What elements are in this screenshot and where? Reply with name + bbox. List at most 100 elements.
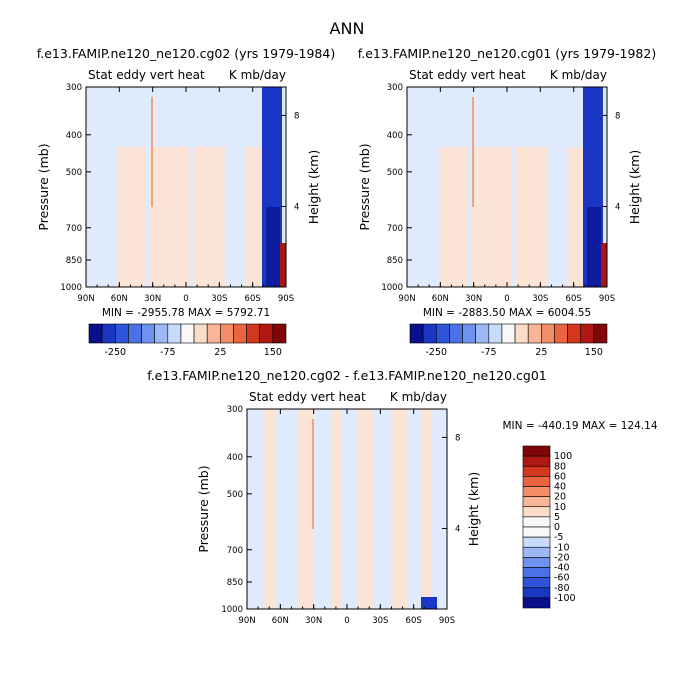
panel-cg01: f.e13.FAMIP.ne120_ne120.cg01 (yrs 1979-1… <box>357 46 656 358</box>
y-tick-label: 500 <box>387 168 403 178</box>
colorbar-swatch <box>167 323 182 344</box>
heatmap-field <box>86 87 286 287</box>
y-tick-label: 500 <box>66 168 82 178</box>
min-max-label: MIN = -2955.78 MAX = 5792.71 <box>102 307 270 319</box>
colorbar-swatch <box>114 323 129 344</box>
field-warm-streak <box>151 97 153 207</box>
y-right-tick-label: 8 <box>455 433 460 443</box>
colorbar: -250 -75 25 150 <box>409 323 608 358</box>
field-warm-band <box>194 147 226 287</box>
colorbar-swatch <box>554 323 568 344</box>
y-right-tick-label: 8 <box>294 111 299 121</box>
field-cold-core <box>421 597 437 609</box>
colorbar-label: -40 <box>554 563 570 574</box>
field-hot-core <box>280 243 286 287</box>
colorbar-label: 80 <box>554 461 566 472</box>
x-tick-label: 0 <box>183 294 188 304</box>
y-tick-label: 1000 <box>60 283 82 293</box>
y-right-tick-label: 4 <box>294 203 299 213</box>
y-tick-label: 300 <box>227 405 243 415</box>
y-axis-label-right: Height (km) <box>306 150 321 224</box>
axes-ticks: 90N 60N 30N 0 30S 60S 90S 300 400 500 700 850 1000 8 4 <box>60 83 299 304</box>
y-tick-label: 700 <box>387 224 403 234</box>
colorbar-swatch <box>522 526 551 538</box>
y-tick-label: 850 <box>387 256 403 266</box>
colorbar-swatch <box>141 323 155 344</box>
colorbar-swatch <box>409 323 424 344</box>
x-tick-label: 30N <box>144 294 161 304</box>
figure-title: ANN <box>330 19 365 38</box>
y-tick-label: 400 <box>66 131 82 141</box>
colorbar-label: 100 <box>554 451 572 462</box>
colorbar-label: -80 <box>554 583 570 594</box>
colorbar-swatch <box>206 323 221 344</box>
colorbar-swatch <box>193 323 208 344</box>
colorbar-swatch <box>522 597 551 609</box>
field-warm-band <box>246 147 262 287</box>
colorbar-swatch <box>567 323 582 344</box>
colorbar-swatch <box>522 486 551 497</box>
colorbar-swatch <box>522 587 551 599</box>
field-warm-streak <box>312 419 314 529</box>
y-tick-label: 850 <box>227 578 243 588</box>
colorbar-label: 150 <box>585 347 603 358</box>
x-tick-label: 30S <box>211 294 227 304</box>
field-warm-band <box>150 147 190 287</box>
field-warm-band <box>421 409 431 609</box>
colorbar-label: 40 <box>554 482 566 493</box>
colorbar-label: -250 <box>104 347 126 358</box>
colorbar-swatch <box>154 323 169 344</box>
colorbar-swatch <box>593 323 608 344</box>
colorbar-swatch <box>514 323 529 344</box>
colorbar-swatch <box>522 516 551 528</box>
y-tick-label: 400 <box>227 453 243 463</box>
colorbar-swatch <box>522 567 551 578</box>
x-tick-label: 60S <box>566 294 582 304</box>
x-tick-label: 0 <box>344 616 349 626</box>
colorbar-label: -20 <box>554 552 570 563</box>
colorbar-swatch <box>128 323 142 344</box>
colorbar-swatch <box>101 323 116 344</box>
axes-ticks: 90N 60N 30N 0 30S 60S 90S 300 400 500 700 850 1000 8 4 <box>381 83 620 304</box>
x-tick-label: 0 <box>504 294 509 304</box>
colorbar-swatch <box>272 323 287 344</box>
colorbar-label: -75 <box>481 347 497 358</box>
panel-subtitle-left: Stat eddy vert heat <box>249 390 366 404</box>
field-warm-band <box>263 409 275 609</box>
colorbar-swatch <box>259 323 274 344</box>
colorbar-swatch <box>220 323 234 344</box>
x-tick-label: 30S <box>532 294 548 304</box>
colorbar-swatch <box>88 323 103 344</box>
colorbar-swatch <box>462 323 476 344</box>
colorbar-label: 150 <box>264 347 282 358</box>
x-tick-label: 90N <box>77 294 94 304</box>
x-tick-label: 60N <box>272 616 289 626</box>
panel-title: f.e13.FAMIP.ne120_ne120.cg02 (yrs 1979-1… <box>37 46 335 61</box>
y-right-tick-label: 4 <box>455 525 460 535</box>
colorbar-swatch <box>522 465 551 477</box>
x-tick-label: 60N <box>432 294 449 304</box>
colorbar-swatch <box>522 536 551 548</box>
x-tick-label: 60N <box>111 294 128 304</box>
field-warm-band <box>357 409 373 609</box>
heatmap-field <box>247 409 447 609</box>
field-warm-band <box>439 147 467 287</box>
x-tick-label: 30N <box>465 294 482 304</box>
colorbar: -250 -75 25 150 <box>88 323 287 358</box>
panel-subtitle-right: K mb/day <box>390 390 447 404</box>
colorbar-swatch <box>233 323 247 344</box>
colorbar-swatch <box>522 496 551 508</box>
x-tick-label: 30N <box>305 616 322 626</box>
y-axis-label-right: Height (km) <box>627 150 642 224</box>
field-warm-band <box>567 147 583 287</box>
x-tick-label: 60S <box>245 294 261 304</box>
y-tick-label: 700 <box>66 224 82 234</box>
x-tick-label: 90S <box>439 616 455 626</box>
panel-subtitle-right: K mb/day <box>550 68 607 82</box>
field-warm-band <box>331 409 341 609</box>
y-axis-label-right: Height (km) <box>466 472 481 546</box>
field-warm-band <box>391 409 407 609</box>
colorbar-label: 0 <box>554 522 560 533</box>
colorbar-label: 60 <box>554 471 566 482</box>
colorbar-swatch <box>522 476 551 487</box>
